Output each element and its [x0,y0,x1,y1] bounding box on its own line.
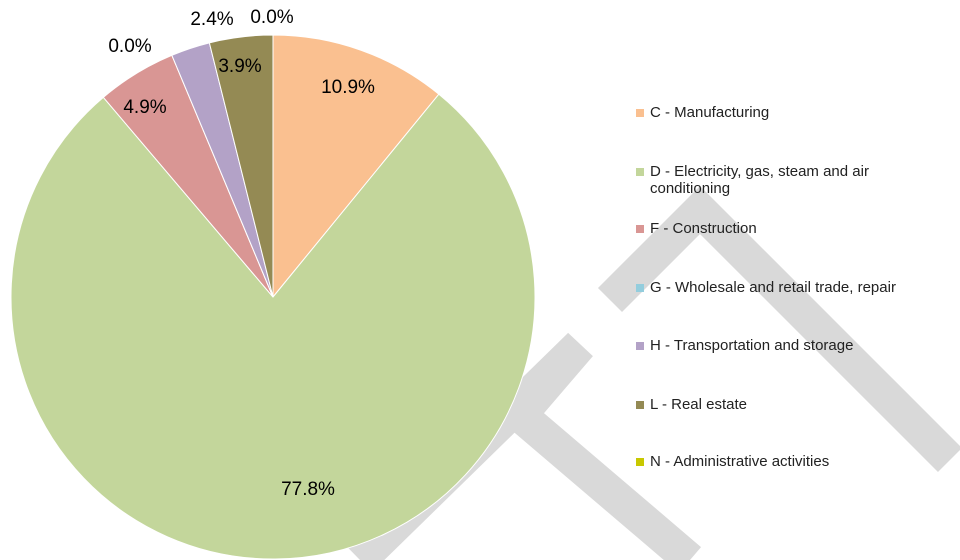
legend-label: N - Administrative activities [650,453,830,470]
legend-label: F - Construction [650,220,757,237]
legend-item: L - Real estate [636,396,956,413]
legend-swatch [636,109,644,117]
legend-item: F - Construction [636,220,956,237]
legend-swatch [636,458,644,466]
legend-item: C - Manufacturing [636,104,956,121]
legend-swatch [636,168,644,176]
legend-swatch [636,401,644,409]
legend-item: D - Electricity, gas, steam and air cond… [636,163,956,197]
legend-label: G - Wholesale and retail trade, repair [650,279,896,296]
data-label: 0.0% [108,36,151,57]
legend-label: C - Manufacturing [650,104,770,121]
legend-swatch [636,342,644,350]
data-label: 77.8% [281,479,335,500]
legend-item: G - Wholesale and retail trade, repair [636,279,956,296]
legend-swatch [636,225,644,233]
legend-label: L - Real estate [650,396,747,413]
data-label: 3.9% [218,56,261,77]
watermark-stroke [597,185,960,473]
data-label: 10.9% [321,77,375,98]
legend-label: H - Transportation and storage [650,337,854,354]
legend-item: N - Administrative activities [636,453,956,470]
data-label: 4.9% [123,97,166,118]
pie-slice [10,93,536,560]
pie-slice [272,34,440,299]
legend-swatch [636,284,644,292]
legend-item: H - Transportation and storage [636,337,956,354]
data-label: 2.4% [190,9,233,30]
legend-label: D - Electricity, gas, steam and air cond… [650,163,869,197]
data-label: 0.0% [250,7,293,28]
